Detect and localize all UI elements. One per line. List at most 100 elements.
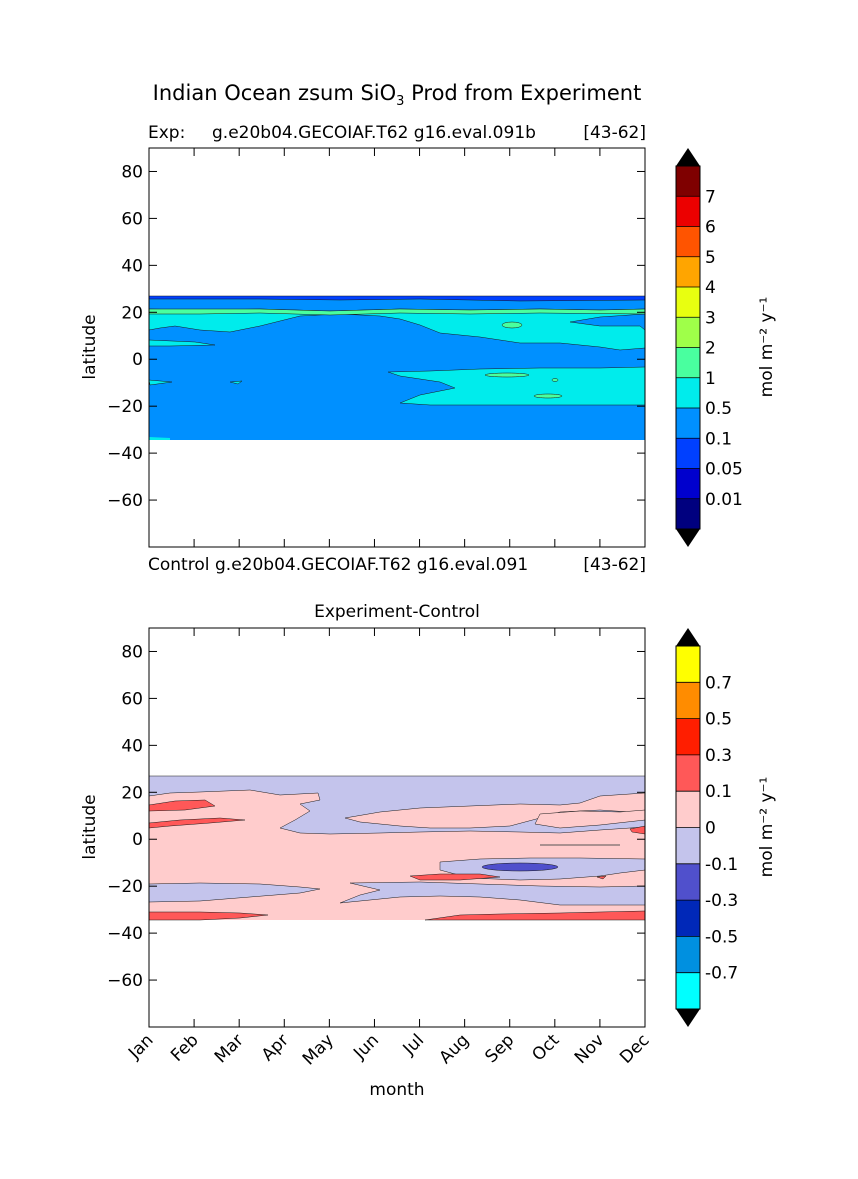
top-colorbar: 0.01 0.05 0.1 0.5 1 2 3 4 5 6 7	[675, 148, 743, 547]
top-y-tick-label: −40	[107, 444, 143, 464]
top-region-patch-4	[551, 378, 559, 382]
bottom-colorbar-swatch	[676, 863, 700, 901]
bottom-y-tick-label: 0	[132, 830, 143, 850]
bottom-region-south-negative-1	[149, 882, 321, 903]
month-tick-label: Sep	[481, 1030, 518, 1067]
top-colorbar-tick-label: 0.01	[705, 490, 743, 510]
month-tick-label: Feb	[167, 1030, 202, 1065]
top-colorbar-tick-label: 4	[705, 278, 716, 298]
top-y-tick-label: −60	[107, 491, 143, 511]
bottom-colorbar-tick-label: -0.1	[705, 855, 738, 875]
top-region-patch-3	[533, 393, 563, 399]
month-tick-label: Dec	[616, 1030, 653, 1067]
bottom-region-negative-core	[481, 862, 559, 872]
bottom-region-positive-3	[409, 873, 501, 881]
month-tick-label: Mar	[211, 1030, 248, 1067]
bottom-colorbar-swatch	[676, 646, 700, 683]
bottom-colorbar-swatch	[676, 936, 700, 973]
month-tick-label: Oct	[528, 1030, 563, 1065]
control-label-center: g.e20b04.GECOIAF.T62 g16.eval.091	[215, 555, 528, 575]
bottom-panel: Experiment-Control 80 60 40 20 0 −20 −40 −60	[80, 602, 777, 1100]
top-colorbar-swatch	[676, 196, 700, 227]
bottom-colorbar-swatch	[676, 972, 700, 1009]
month-tick-label: Jul	[399, 1030, 428, 1059]
top-colorbar-extend-under	[676, 529, 700, 547]
top-label-right: [43-62]	[583, 123, 646, 143]
top-y-axis: 80 60 40 20 0 −20 −40 −60	[107, 162, 645, 511]
top-colorbar-tick-label: 6	[705, 218, 716, 238]
top-colorbar-tick-label: 7	[705, 187, 716, 207]
bottom-region-south-negative-3	[339, 881, 645, 906]
top-colorbar-swatch	[676, 438, 700, 469]
month-tick-label: May	[299, 1030, 338, 1069]
bottom-y-tick-label: −40	[107, 924, 143, 944]
top-y-tick-label: 40	[121, 256, 143, 276]
bottom-colorbar: -0.7 -0.5 -0.3 -0.1 0 0.1 0.3 0.5 0.7	[675, 628, 738, 1027]
top-x-ticks	[148, 148, 646, 547]
control-label-left: Control	[148, 555, 209, 575]
month-tick-label: Jun	[349, 1030, 383, 1064]
bottom-region-positive-7	[424, 910, 645, 921]
top-y-tick-label: 0	[132, 350, 143, 370]
bottom-region-positive-4	[596, 875, 607, 880]
bottom-colorbar-extend-over	[676, 628, 700, 646]
top-colorbar-swatch	[676, 166, 700, 197]
bottom-colorbar-tick-label: 0.5	[705, 710, 732, 730]
bottom-colorbar-swatch	[676, 682, 700, 719]
top-colorbar-tick-label: 0.05	[705, 460, 743, 480]
top-colorbar-tick-label: 5	[705, 248, 716, 268]
top-region-south-band	[387, 366, 645, 406]
top-label-center: g.e20b04.GECOIAF.T62 g16.eval.091b	[212, 123, 536, 143]
month-tick-label: Nov	[571, 1030, 609, 1068]
bottom-colorbar-tick-label: 0.1	[705, 782, 732, 802]
top-colorbar-swatch	[676, 347, 700, 378]
top-colorbar-swatch	[676, 226, 700, 257]
bottom-colorbar-tick-label: -0.3	[705, 891, 738, 911]
bottom-colorbar-swatch	[676, 718, 700, 755]
bottom-y-tick-label: 60	[121, 689, 143, 709]
top-colorbar-swatch	[676, 468, 700, 499]
bottom-region-positive-2	[149, 817, 246, 829]
top-y-axis-label: latitude	[80, 314, 100, 379]
top-colorbar-tick-label: 0.5	[705, 399, 732, 419]
bottom-colorbar-tick-label: -0.5	[705, 927, 738, 947]
top-region-patch-2	[484, 372, 530, 378]
bottom-colorbar-tick-label: 0	[705, 819, 716, 839]
bottom-colorbar-tick-label: 0.7	[705, 673, 732, 693]
bottom-colorbar-tick-label: 0.3	[705, 746, 732, 766]
top-colorbar-tick-label: 1	[705, 369, 716, 389]
control-label-right: [43-62]	[583, 555, 646, 575]
top-region-left-wedge-3	[229, 380, 243, 385]
bottom-region-north-negative	[149, 775, 645, 835]
bottom-colorbar-swatch	[676, 791, 700, 828]
top-region-green-strip	[149, 308, 645, 316]
month-tick-label: Jan	[124, 1030, 157, 1063]
bottom-axes-frame	[148, 627, 646, 1028]
top-panel: Exp: g.e20b04.GECOIAF.T62 g16.eval.091b …	[80, 123, 777, 575]
top-colorbar-swatch	[676, 317, 700, 348]
bottom-region-positive-1	[149, 799, 216, 812]
top-region-patch-1	[501, 321, 523, 329]
top-axes-frame	[148, 147, 646, 548]
top-label-left: Exp:	[148, 123, 185, 143]
figure-title: Indian Ocean zsum SiO3 Prod from Experim…	[153, 81, 642, 109]
top-region-left-wedge	[149, 339, 216, 347]
bottom-y-tick-label: 20	[121, 783, 143, 803]
top-colorbar-tick-label: 3	[705, 308, 716, 328]
bottom-y-axis-label: latitude	[80, 794, 100, 859]
top-region-north-edge	[149, 295, 645, 302]
top-y-tick-label: 60	[121, 209, 143, 229]
top-colorbar-swatch	[676, 498, 700, 529]
bottom-x-axis-label: month	[369, 1080, 424, 1100]
bottom-colorbar-extend-under	[676, 1009, 700, 1027]
bottom-colorbar-swatch	[676, 900, 700, 937]
bottom-colorbar-swatch	[676, 827, 700, 864]
bottom-y-tick-label: −60	[107, 971, 143, 991]
top-colorbar-swatch	[676, 256, 700, 287]
top-colorbar-tick-label: 0.1	[705, 429, 732, 449]
month-tick-label: Aug	[436, 1030, 474, 1068]
bottom-y-tick-label: −20	[107, 877, 143, 897]
bottom-region-north-island	[534, 809, 645, 829]
top-y-tick-label: −20	[107, 397, 143, 417]
